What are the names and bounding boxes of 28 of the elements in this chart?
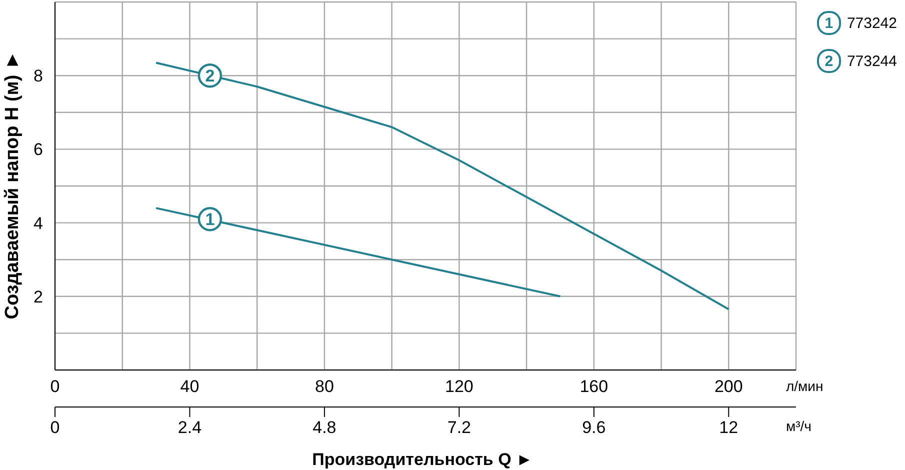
x2-tick-label: 0 bbox=[50, 418, 60, 437]
line-series bbox=[155, 207, 562, 298]
legend-label: 773242 bbox=[846, 14, 897, 32]
text: м³/ч bbox=[786, 418, 812, 434]
y-tick-label: 6 bbox=[34, 140, 43, 160]
y-tick-label: 8 bbox=[34, 66, 43, 86]
y-tick-label: 2 bbox=[34, 287, 43, 306]
x2-tick-label: 2.4 bbox=[178, 418, 202, 437]
x-tick-label: 0 bbox=[50, 377, 60, 396]
x-tick-label: 200 bbox=[714, 377, 743, 396]
x2-tick-label: 9.6 bbox=[582, 418, 606, 437]
line-series bbox=[155, 62, 730, 310]
x-tick-label: 120 bbox=[444, 377, 474, 396]
x-tick-label: 160 bbox=[580, 377, 608, 396]
x-tick-label: 80 bbox=[314, 377, 334, 396]
x-tick-label: 40 bbox=[180, 377, 200, 396]
legend-label: 773244 bbox=[846, 52, 897, 70]
x2-tick-label: 4.8 bbox=[312, 418, 336, 437]
text: 2 bbox=[824, 52, 834, 70]
annotation: 1 bbox=[205, 210, 215, 230]
x2-tick-label: 12 bbox=[719, 418, 738, 437]
y-tick-label: 4 bbox=[34, 214, 43, 233]
x2-tick-label: 7.2 bbox=[447, 418, 471, 437]
x-axis-title: Производительность Q ► bbox=[311, 450, 534, 470]
annotation: 2 bbox=[205, 66, 215, 86]
text: 1 bbox=[824, 14, 834, 32]
text: л/мин bbox=[786, 378, 824, 394]
y-axis-title: Создаваемый напор H (м) ► bbox=[2, 50, 24, 320]
